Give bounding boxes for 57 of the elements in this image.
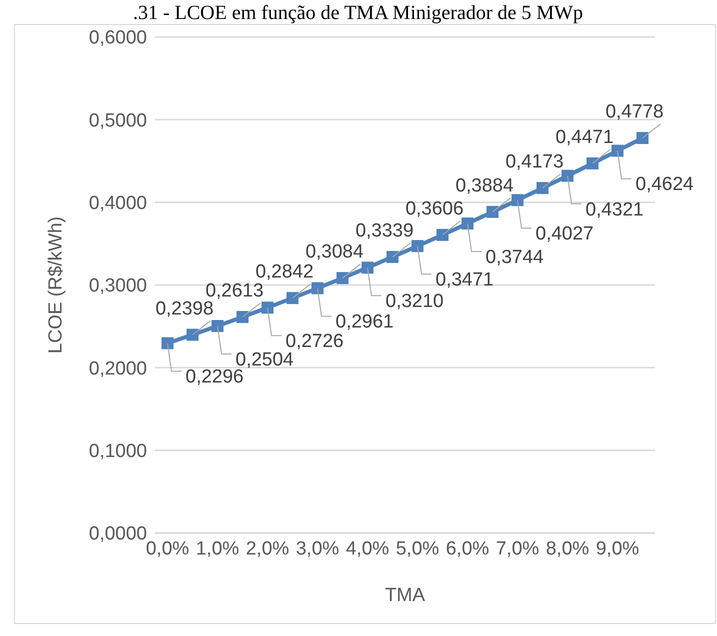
point bbox=[436, 228, 448, 241]
point bbox=[586, 157, 598, 170]
x-tick-label: 1,0% bbox=[196, 538, 240, 560]
data-label: 0,3606 bbox=[405, 198, 464, 220]
y-tick-label: 0,6000 bbox=[88, 28, 147, 49]
point bbox=[636, 132, 648, 144]
point bbox=[412, 240, 424, 252]
x-axis-title: TMA bbox=[384, 585, 426, 606]
point bbox=[362, 262, 374, 274]
x-tick-label: 9,0% bbox=[596, 538, 640, 560]
data-label: 0,4027 bbox=[536, 224, 594, 245]
point bbox=[562, 170, 574, 182]
point bbox=[336, 272, 348, 284]
point bbox=[236, 310, 248, 323]
point bbox=[386, 250, 398, 263]
point bbox=[312, 282, 324, 294]
x-tick-label: 4,0% bbox=[346, 538, 390, 560]
point bbox=[536, 182, 548, 194]
data-label: 0,4778 bbox=[605, 102, 664, 123]
x-tick-label: 6,0% bbox=[446, 538, 490, 560]
x-tick-label: 2,0% bbox=[246, 538, 290, 560]
data-label: 0,3884 bbox=[455, 175, 514, 196]
data-label: 0,3744 bbox=[486, 246, 544, 268]
data-label: 0,3210 bbox=[386, 291, 444, 312]
point bbox=[162, 337, 174, 350]
y-tick-label: 0,1000 bbox=[88, 441, 147, 462]
data-label: 0,2296 bbox=[186, 366, 244, 388]
y-axis-title: LCOE (R$/kWh) bbox=[46, 216, 67, 354]
x-tick-label: 3,0% bbox=[296, 538, 340, 560]
data-label: 0,4624 bbox=[636, 174, 694, 196]
point bbox=[286, 292, 298, 304]
data-label: 0,2726 bbox=[286, 331, 344, 352]
point bbox=[212, 320, 224, 332]
y-tick-label: 0,0000 bbox=[88, 524, 147, 545]
point bbox=[612, 144, 624, 157]
x-tick-label: 5,0% bbox=[396, 538, 440, 560]
y-tick-label: 0,4000 bbox=[88, 193, 147, 214]
data-label: 0,4471 bbox=[555, 126, 614, 148]
y-tick-label: 0,5000 bbox=[88, 110, 147, 132]
x-tick-label: 0,0% bbox=[146, 538, 190, 560]
data-label: 0,4173 bbox=[505, 152, 564, 173]
data-label: 0,2961 bbox=[336, 312, 394, 333]
data-label: 0,3471 bbox=[436, 270, 494, 291]
chart-title: .31 - LCOE em função de TMA Minigerador de 5 MWp bbox=[132, 2, 584, 24]
x-tick-label: 7,0% bbox=[496, 538, 540, 560]
data-label: 0,2842 bbox=[255, 262, 314, 283]
y-tick-label: 0,2000 bbox=[88, 358, 147, 380]
point bbox=[186, 328, 198, 341]
data-label: 0,3084 bbox=[305, 242, 364, 263]
x-tick-label: 8,0% bbox=[546, 538, 590, 560]
point bbox=[262, 302, 274, 314]
data-label: 0,4321 bbox=[586, 199, 644, 220]
point bbox=[486, 206, 498, 218]
point bbox=[512, 194, 524, 206]
point bbox=[462, 217, 474, 230]
y-tick-label: 0,3000 bbox=[88, 276, 147, 297]
data-label: 0,3339 bbox=[355, 220, 414, 242]
